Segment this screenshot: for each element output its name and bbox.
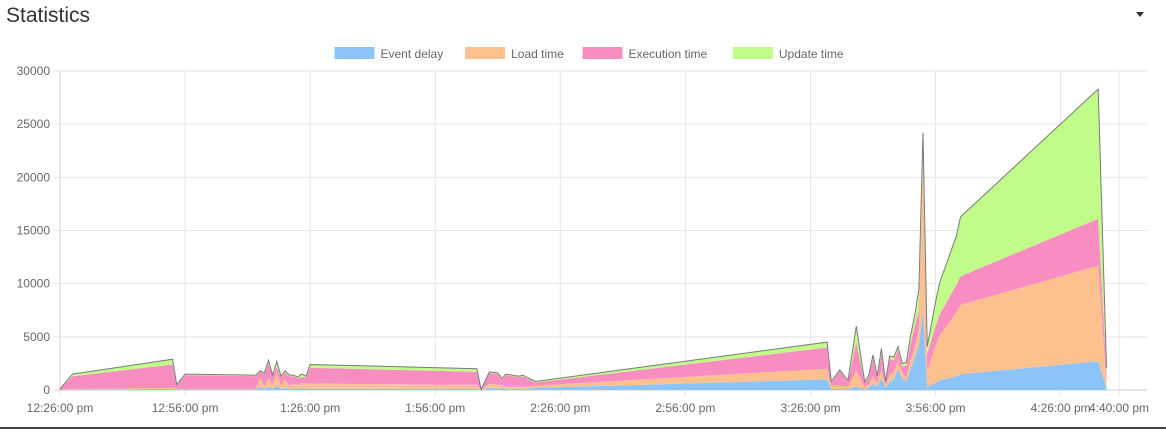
chart-legend: Event delay Load time Execution time Update… — [334, 47, 844, 61]
y-tick-label: 30000 — [17, 64, 51, 78]
legend-swatch — [582, 47, 623, 59]
x-tick-label: 2:56:00 pm — [655, 401, 715, 415]
y-tick-label: 15000 — [17, 224, 51, 238]
series-areas — [60, 89, 1107, 390]
legend-label: Load time — [511, 47, 564, 61]
y-tick-label: 5000 — [23, 330, 50, 344]
y-tick-label: 10000 — [17, 277, 51, 291]
y-tick-label: 20000 — [17, 170, 51, 184]
x-tick-label: 4:40:00 pm — [1089, 401, 1149, 415]
legend-label: Update time — [779, 47, 844, 61]
legend-swatch — [334, 47, 375, 59]
legend-swatch — [465, 47, 506, 59]
series-area-execution-time[interactable] — [60, 158, 1107, 390]
y-tick-label: 25000 — [17, 117, 51, 131]
x-tick-label: 1:56:00 pm — [405, 401, 465, 415]
x-tick-label: 1:26:00 pm — [280, 401, 340, 415]
stack-top-outline — [59, 87, 1107, 392]
y-tick-label: 0 — [43, 383, 50, 397]
series-area-event-delay[interactable] — [60, 310, 1107, 390]
series-area-load-time[interactable] — [60, 161, 1107, 390]
x-tick-label: 4:26:00 pm — [1031, 401, 1091, 415]
x-tick-label: 12:56:00 pm — [152, 401, 219, 415]
panel-title: Statistics — [6, 4, 91, 27]
x-tick-label: 12:26:00 pm — [27, 401, 94, 415]
x-tick-label: 3:56:00 pm — [906, 401, 966, 415]
legend-label: Event delay — [381, 47, 444, 61]
legend-item[interactable]: Update time — [732, 47, 844, 61]
legend-label: Execution time — [629, 47, 708, 61]
caret-down-icon[interactable] — [1136, 12, 1144, 17]
x-tick-label: 2:26:00 pm — [530, 401, 590, 415]
legend-item[interactable]: Load time — [465, 47, 564, 61]
legend-swatch — [732, 47, 773, 59]
legend-item[interactable]: Execution time — [582, 47, 708, 61]
x-tick-label: 3:26:00 pm — [780, 401, 840, 415]
legend-item[interactable]: Event delay — [334, 47, 444, 61]
panel-header: Statistics — [0, 0, 1166, 36]
panel-bottom-border — [0, 427, 1166, 429]
